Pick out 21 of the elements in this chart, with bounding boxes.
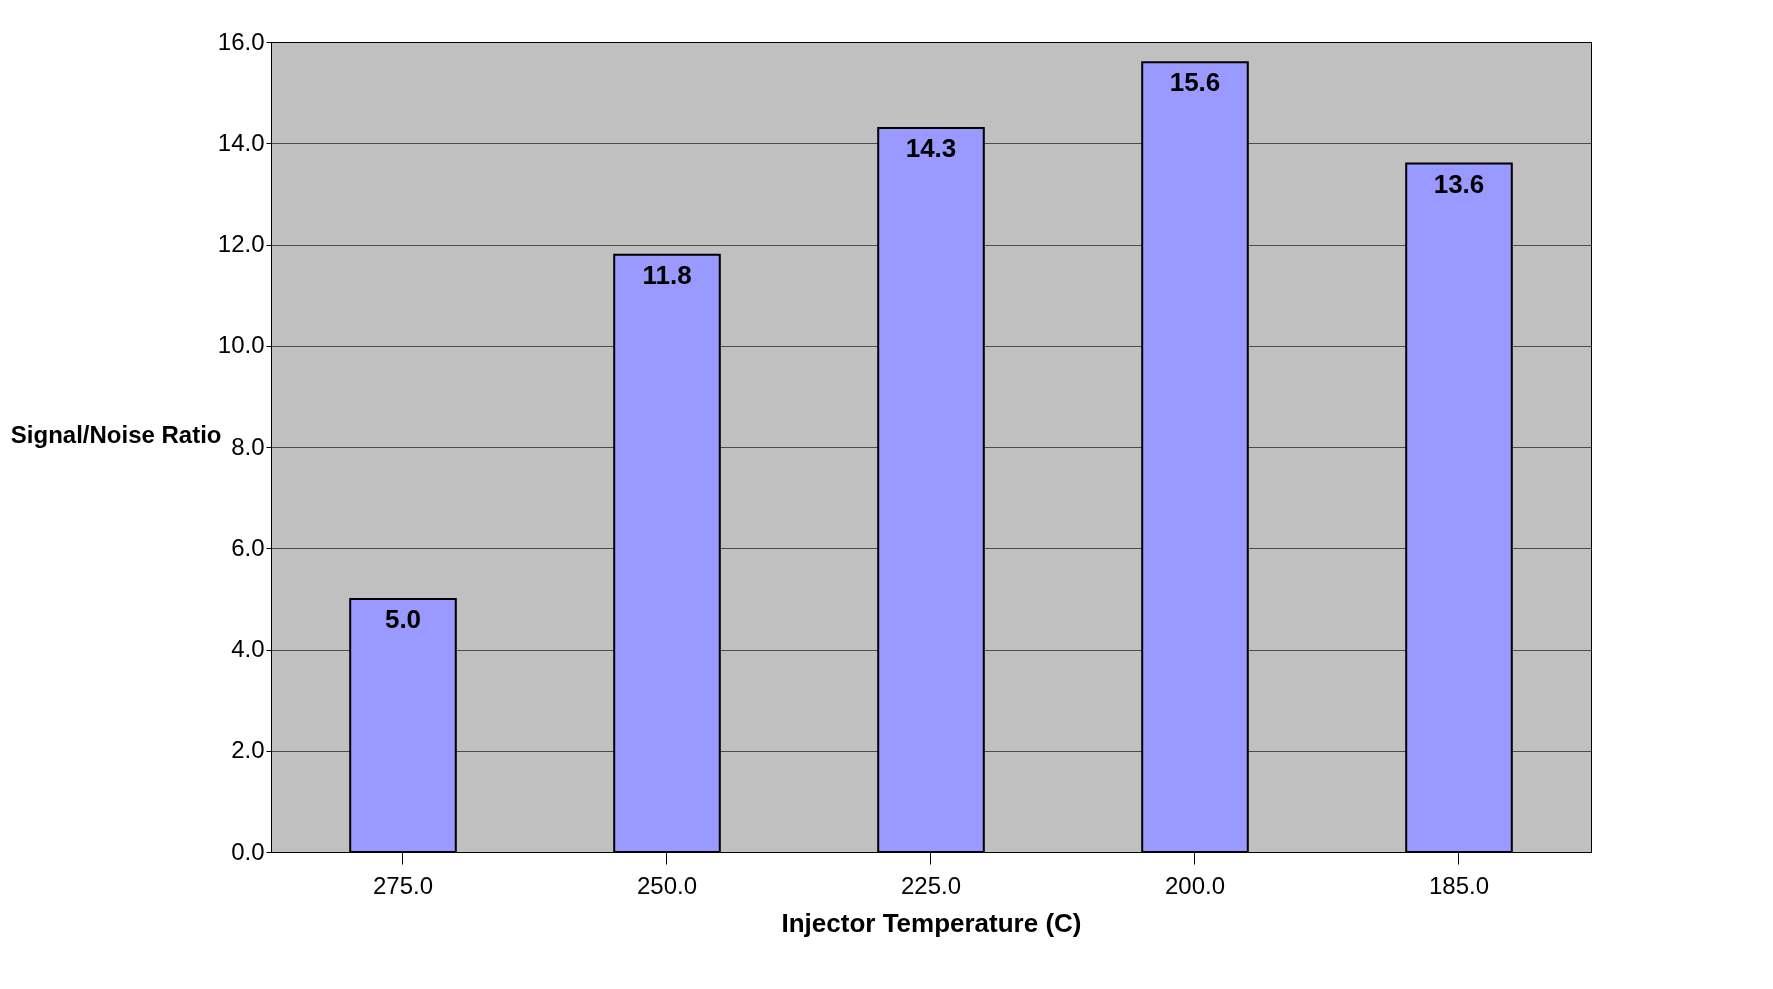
- x-tick-label: 225.0: [900, 871, 962, 899]
- y-tick-label: 8.0: [231, 432, 265, 460]
- data-label: 15.6: [1169, 67, 1221, 98]
- y-axis-title: Signal/Noise Ratio: [10, 420, 222, 448]
- data-label: 14.3: [905, 133, 957, 164]
- x-tick-label: 250.0: [636, 871, 698, 899]
- y-tick-label: 0.0: [231, 837, 265, 865]
- y-tick-label: 2.0: [231, 736, 265, 764]
- y-tick-label: 4.0: [231, 635, 265, 662]
- x-tick-label: 200.0: [1164, 871, 1226, 899]
- y-tick-label: 14.0: [217, 128, 265, 156]
- x-tick-label: 275.0: [372, 871, 434, 899]
- data-label: 5.0: [384, 603, 422, 634]
- y-tick-label: 16.0: [217, 27, 265, 55]
- data-label: 13.6: [1433, 168, 1485, 199]
- data-label: 11.8: [642, 259, 692, 290]
- x-tick-label: 185.0: [1428, 871, 1490, 899]
- y-tick-label: 12.0: [217, 230, 265, 257]
- y-tick-label: 6.0: [231, 533, 265, 561]
- x-axis-title: Injector Temperature (C): [781, 907, 1082, 938]
- y-tick-label: 10.0: [217, 331, 265, 359]
